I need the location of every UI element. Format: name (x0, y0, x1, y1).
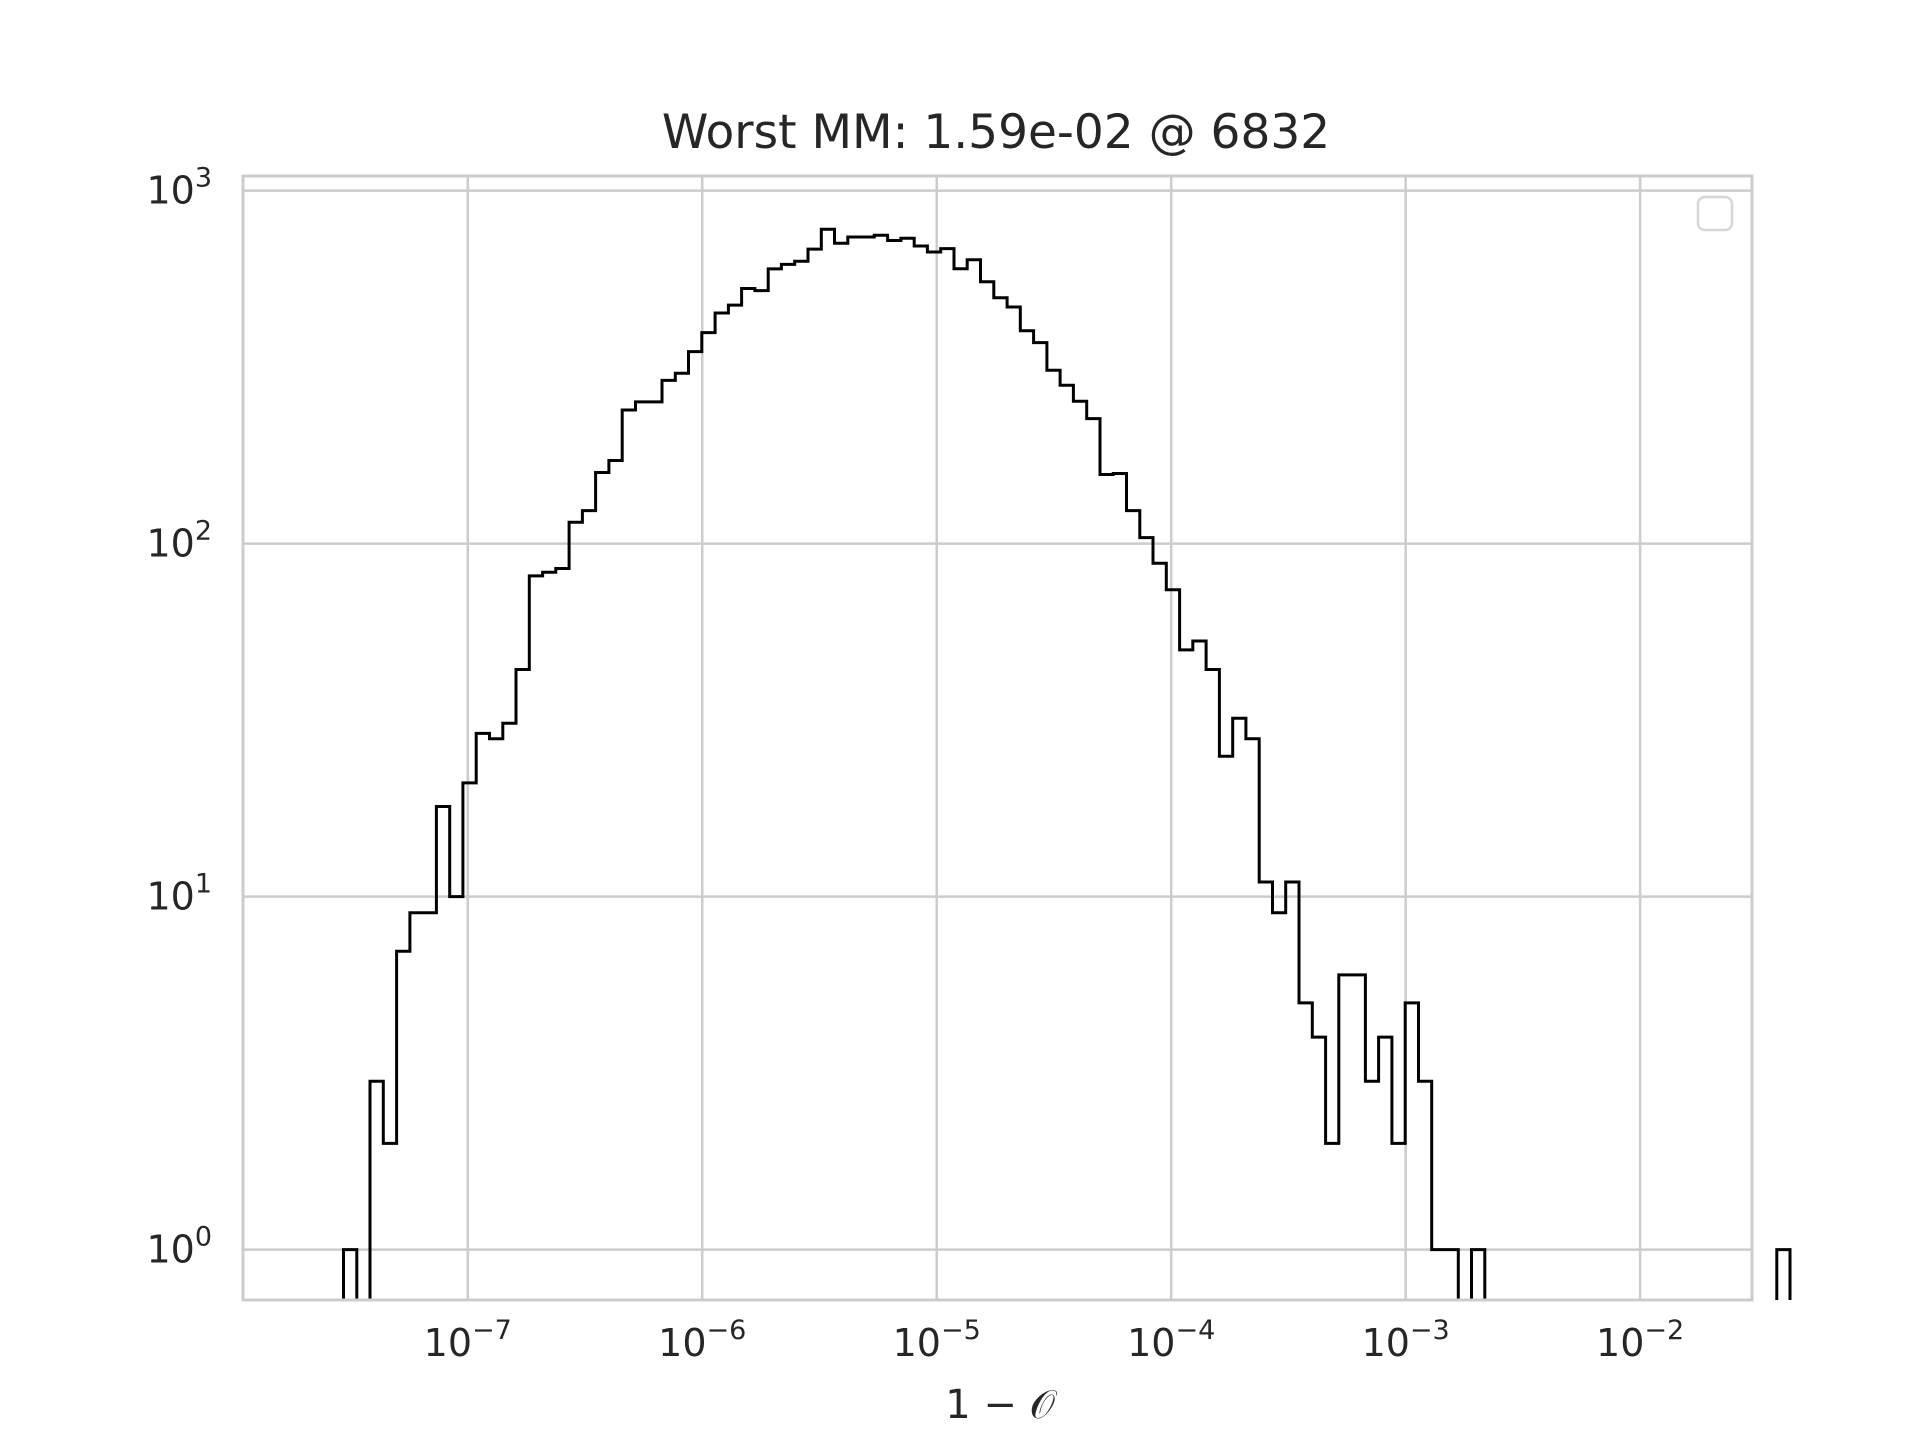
y-tick-label: 103 (146, 163, 212, 213)
chart-title: Worst MM: 1.59e-02 @ 6832 (662, 105, 1330, 160)
x-tick-label: 10−6 (658, 1315, 746, 1365)
x-tick-label: 10−5 (893, 1315, 981, 1365)
legend-box (1696, 195, 1734, 232)
y-axis-ticks: 100 101 102 103 (146, 163, 212, 1272)
y-tick-label: 101 (146, 869, 212, 919)
x-axis-ticks: 10−7 10−6 10−5 10−4 10−3 10−2 (424, 1315, 1685, 1365)
x-tick-label: 10−3 (1362, 1315, 1450, 1365)
x-tick-label: 10−2 (1596, 1315, 1684, 1365)
grid (243, 176, 1752, 1300)
y-tick-label: 102 (146, 516, 212, 566)
x-tick-label: 10−4 (1127, 1315, 1215, 1365)
y-tick-label: 100 (146, 1222, 212, 1272)
plot-frame (241, 174, 1754, 1302)
x-tick-label: 10−7 (424, 1315, 512, 1365)
x-axis-label: 1 − 𝒪 (945, 1382, 1057, 1428)
histogram-series (342, 227, 1792, 1300)
